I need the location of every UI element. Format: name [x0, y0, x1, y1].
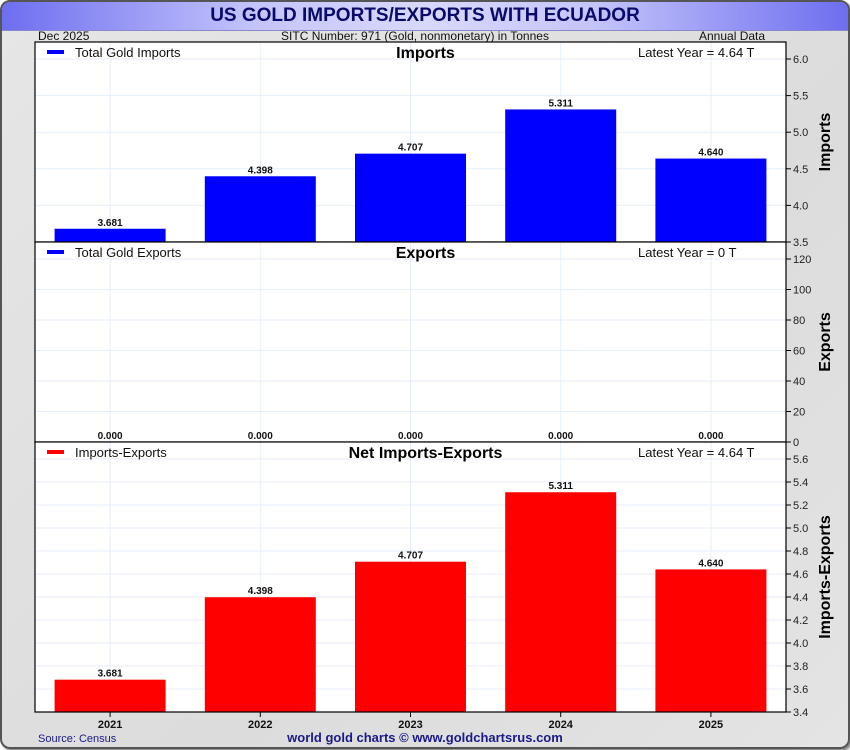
value-label-2021: 3.681 — [98, 218, 123, 229]
value-label-2023: 4.707 — [398, 143, 423, 154]
y-tick-label: 20 — [793, 407, 805, 419]
y-tick-label: 5.2 — [793, 500, 808, 512]
bar-2023 — [355, 561, 466, 712]
y-tick-label: 5.0 — [793, 127, 808, 139]
y-tick-label: 5.6 — [793, 454, 808, 466]
y-tick-label: 5.0 — [793, 523, 808, 535]
bar-2021 — [54, 228, 166, 242]
y-axis-label: Imports-Exports — [817, 515, 834, 639]
x-tick-label: 2025 — [699, 719, 723, 731]
y-tick-label: 3.6 — [793, 684, 808, 696]
bar-2024 — [505, 492, 617, 712]
bar-2024 — [505, 109, 617, 242]
panel-title: Exports — [396, 245, 456, 262]
x-tick-label: 2024 — [548, 719, 573, 731]
y-tick-label: 80 — [793, 315, 805, 327]
y-tick-label: 4.0 — [793, 638, 808, 650]
y-axis-label: Exports — [817, 312, 834, 372]
value-label-2022: 4.398 — [248, 586, 273, 597]
value-label-2025: 0.000 — [698, 431, 723, 442]
value-label-2024: 5.311 — [548, 481, 573, 492]
title-bar: US GOLD IMPORTS/EXPORTS WITH ECUADOR — [2, 2, 848, 31]
x-tick-label: 2022 — [248, 719, 272, 731]
chart-title: US GOLD IMPORTS/EXPORTS WITH ECUADOR — [210, 5, 640, 26]
x-tick-label: 2023 — [398, 719, 422, 731]
y-axis-label: Imports — [817, 113, 834, 172]
y-tick-label: 40 — [793, 376, 805, 388]
y-tick-label: 0 — [793, 437, 799, 449]
date-label: Dec 2025 — [38, 29, 90, 43]
value-label-2022: 0.000 — [248, 431, 273, 442]
bar-2025 — [655, 158, 767, 242]
source-label: Source: Census — [38, 733, 117, 745]
y-tick-label: 5.4 — [793, 477, 808, 489]
bar-2025 — [655, 569, 767, 712]
y-tick-label: 4.6 — [793, 569, 808, 581]
y-tick-label: 5.5 — [793, 91, 808, 103]
bar-2022 — [204, 597, 316, 712]
latest-year-label: Latest Year = 4.64 T — [638, 45, 755, 60]
y-tick-label: 4.4 — [793, 592, 808, 604]
panel-title: Imports — [396, 45, 455, 62]
value-label-2024: 5.311 — [548, 98, 573, 109]
value-label-2022: 4.398 — [248, 165, 273, 176]
credit-label: world gold charts © www.goldchartsrus.co… — [287, 730, 563, 745]
y-tick-label: 4.5 — [793, 164, 808, 176]
subtitle-label: SITC Number: 971 (Gold, nonmonetary) in … — [281, 29, 549, 43]
latest-year-label: Latest Year = 4.64 T — [638, 445, 755, 460]
value-label-2023: 4.707 — [398, 551, 423, 562]
y-tick-label: 4.2 — [793, 615, 808, 627]
y-tick-label: 60 — [793, 346, 805, 358]
y-tick-label: 100 — [793, 285, 811, 297]
x-tick-label: 2021 — [98, 719, 122, 731]
y-tick-label: 6.0 — [793, 54, 808, 66]
bar-2023 — [355, 153, 466, 242]
legend-swatch-icon — [47, 50, 64, 54]
value-label-2023: 0.000 — [398, 431, 423, 442]
legend-label: Total Gold Exports — [75, 245, 182, 260]
y-tick-label: 3.8 — [793, 661, 808, 673]
y-tick-label: 120 — [793, 254, 811, 266]
value-label-2025: 4.640 — [698, 148, 723, 159]
value-label-2021: 0.000 — [98, 431, 123, 442]
y-tick-label: 4.8 — [793, 546, 808, 558]
value-label-2024: 0.000 — [548, 431, 573, 442]
bar-2022 — [204, 176, 316, 242]
legend-label: Total Gold Imports — [75, 45, 181, 60]
value-label-2021: 3.681 — [98, 669, 123, 680]
legend-label: Imports-Exports — [75, 445, 167, 460]
frequency-label: Annual Data — [699, 29, 766, 43]
y-tick-label: 3.4 — [793, 707, 808, 719]
legend-swatch-icon — [47, 450, 64, 454]
panel-title: Net Imports-Exports — [349, 445, 503, 462]
legend-swatch-icon — [47, 250, 64, 254]
y-tick-label: 4.0 — [793, 200, 808, 212]
value-label-2025: 4.640 — [698, 558, 723, 569]
y-tick-label: 3.5 — [793, 237, 808, 249]
bar-2021 — [54, 679, 166, 712]
latest-year-label: Latest Year = 0 T — [638, 245, 736, 260]
